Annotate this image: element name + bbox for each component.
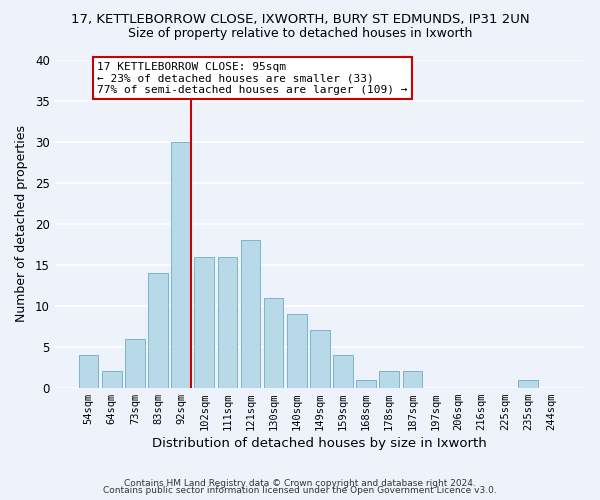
Bar (310, 330, 329, 388)
Bar (102, 372, 122, 388)
Bar (148, 273, 168, 388)
Text: Contains public sector information licensed under the Open Government Licence v3: Contains public sector information licen… (103, 486, 497, 495)
X-axis label: Distribution of detached houses by size in Ixworth: Distribution of detached houses by size … (152, 437, 487, 450)
Bar (356, 380, 376, 388)
Text: 17, KETTLEBORROW CLOSE, IXWORTH, BURY ST EDMUNDS, IP31 2UN: 17, KETTLEBORROW CLOSE, IXWORTH, BURY ST… (71, 12, 529, 26)
Text: 17 KETTLEBORROW CLOSE: 95sqm
← 23% of detached houses are smaller (33)
77% of se: 17 KETTLEBORROW CLOSE: 95sqm ← 23% of de… (97, 62, 408, 95)
Text: Contains HM Land Registry data © Crown copyright and database right 2024.: Contains HM Land Registry data © Crown c… (124, 478, 476, 488)
Bar (403, 372, 422, 388)
Bar (218, 256, 237, 388)
Text: Size of property relative to detached houses in Ixworth: Size of property relative to detached ho… (128, 28, 472, 40)
Bar (333, 355, 353, 388)
Bar (518, 380, 538, 388)
Bar (264, 298, 283, 388)
Bar (287, 314, 307, 388)
Bar (379, 372, 399, 388)
Y-axis label: Number of detached properties: Number of detached properties (15, 126, 28, 322)
Bar (79, 355, 98, 388)
Bar (194, 256, 214, 388)
Bar (241, 240, 260, 388)
Bar (171, 142, 191, 388)
Bar (125, 338, 145, 388)
